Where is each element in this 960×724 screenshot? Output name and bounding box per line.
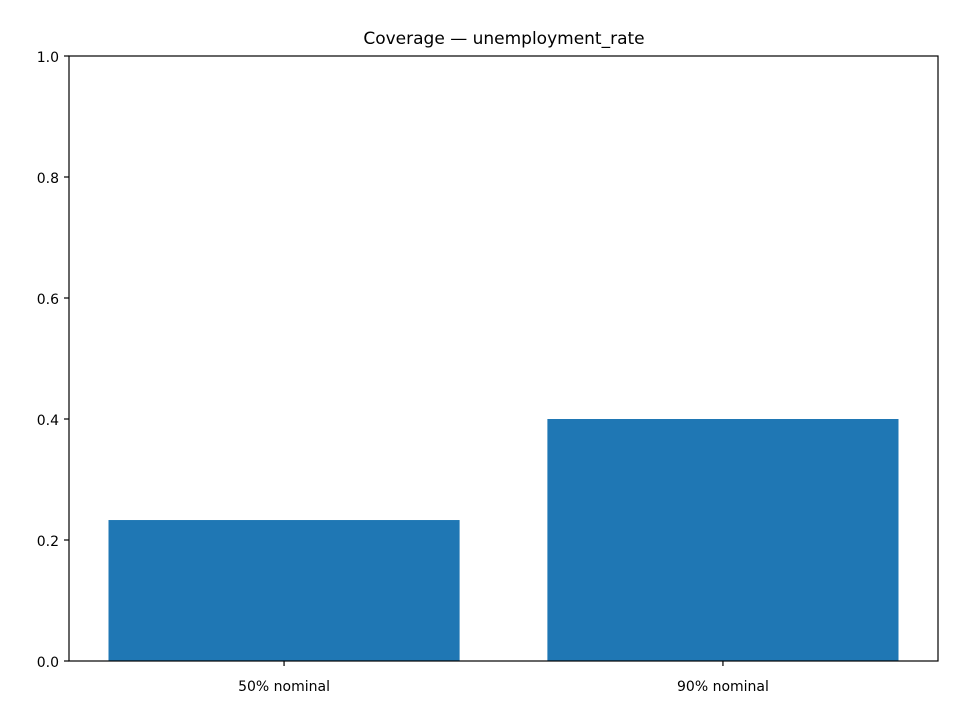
y-tick-label: 0.8 <box>37 171 59 187</box>
bars-group <box>108 419 899 661</box>
x-axis-ticks: 50% nominal 90% nominal <box>238 661 769 695</box>
y-tick-label: 0.0 <box>37 655 59 671</box>
y-tick-label: 0.4 <box>37 413 59 429</box>
bar-0 <box>108 520 460 661</box>
plot-area-frame <box>68 55 939 662</box>
x-tick-label: 50% nominal <box>238 679 330 695</box>
bar-1 <box>547 419 899 661</box>
chart-title: Coverage — unemployment_rate <box>363 29 644 49</box>
y-axis-ticks: 0.0 0.2 0.4 0.6 0.8 1.0 <box>37 50 69 671</box>
y-tick-label: 0.2 <box>37 534 59 550</box>
y-tick-label: 0.6 <box>37 292 59 308</box>
y-tick-label: 1.0 <box>37 50 59 66</box>
x-tick-label: 90% nominal <box>677 679 769 695</box>
